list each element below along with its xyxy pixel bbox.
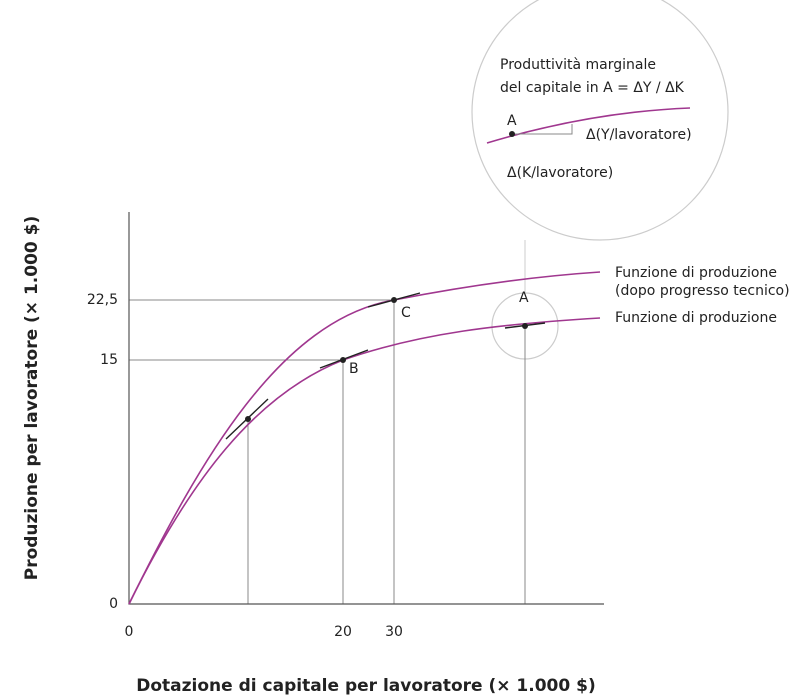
upper-curve: [128, 271, 601, 605]
inset-triangle: [512, 124, 573, 135]
x-tick-label: 20: [334, 624, 352, 640]
x-tick-label: 0: [125, 624, 134, 640]
inset-title: del capitale in A = ΔY / ΔK: [500, 80, 685, 96]
lower-curve: [128, 317, 601, 605]
x-axis-title: Dotazione di capitale per lavoratore (× …: [136, 676, 595, 696]
curve-label: Funzione di produzione: [615, 310, 777, 326]
y-tick-label: 15: [100, 352, 118, 368]
curve-label: (dopo progresso tecnico): [615, 283, 790, 299]
point-label: A: [519, 290, 529, 306]
point: [391, 297, 397, 303]
y-tick-label: 0: [109, 596, 118, 612]
point-label: C: [401, 305, 411, 321]
inset-dy-label: Δ(Y/lavoratore): [586, 127, 692, 143]
inset-title: Produttività marginale: [500, 57, 656, 73]
point: [522, 323, 528, 329]
point: [245, 416, 251, 422]
curve-label: Funzione di produzione: [615, 265, 777, 281]
inset-circle: [471, 0, 729, 241]
inset-dx-label: Δ(K/lavoratore): [507, 165, 613, 181]
y-axis-title: Produzione per lavoratore (× 1.000 $): [22, 216, 42, 581]
y-tick-label: 22,5: [87, 292, 118, 308]
point: [340, 357, 346, 363]
inset-point-label: A: [507, 113, 517, 129]
x-tick-label: 30: [385, 624, 403, 640]
axes: [128, 212, 604, 605]
inset-point: [509, 131, 515, 137]
point-label: B: [349, 361, 359, 377]
